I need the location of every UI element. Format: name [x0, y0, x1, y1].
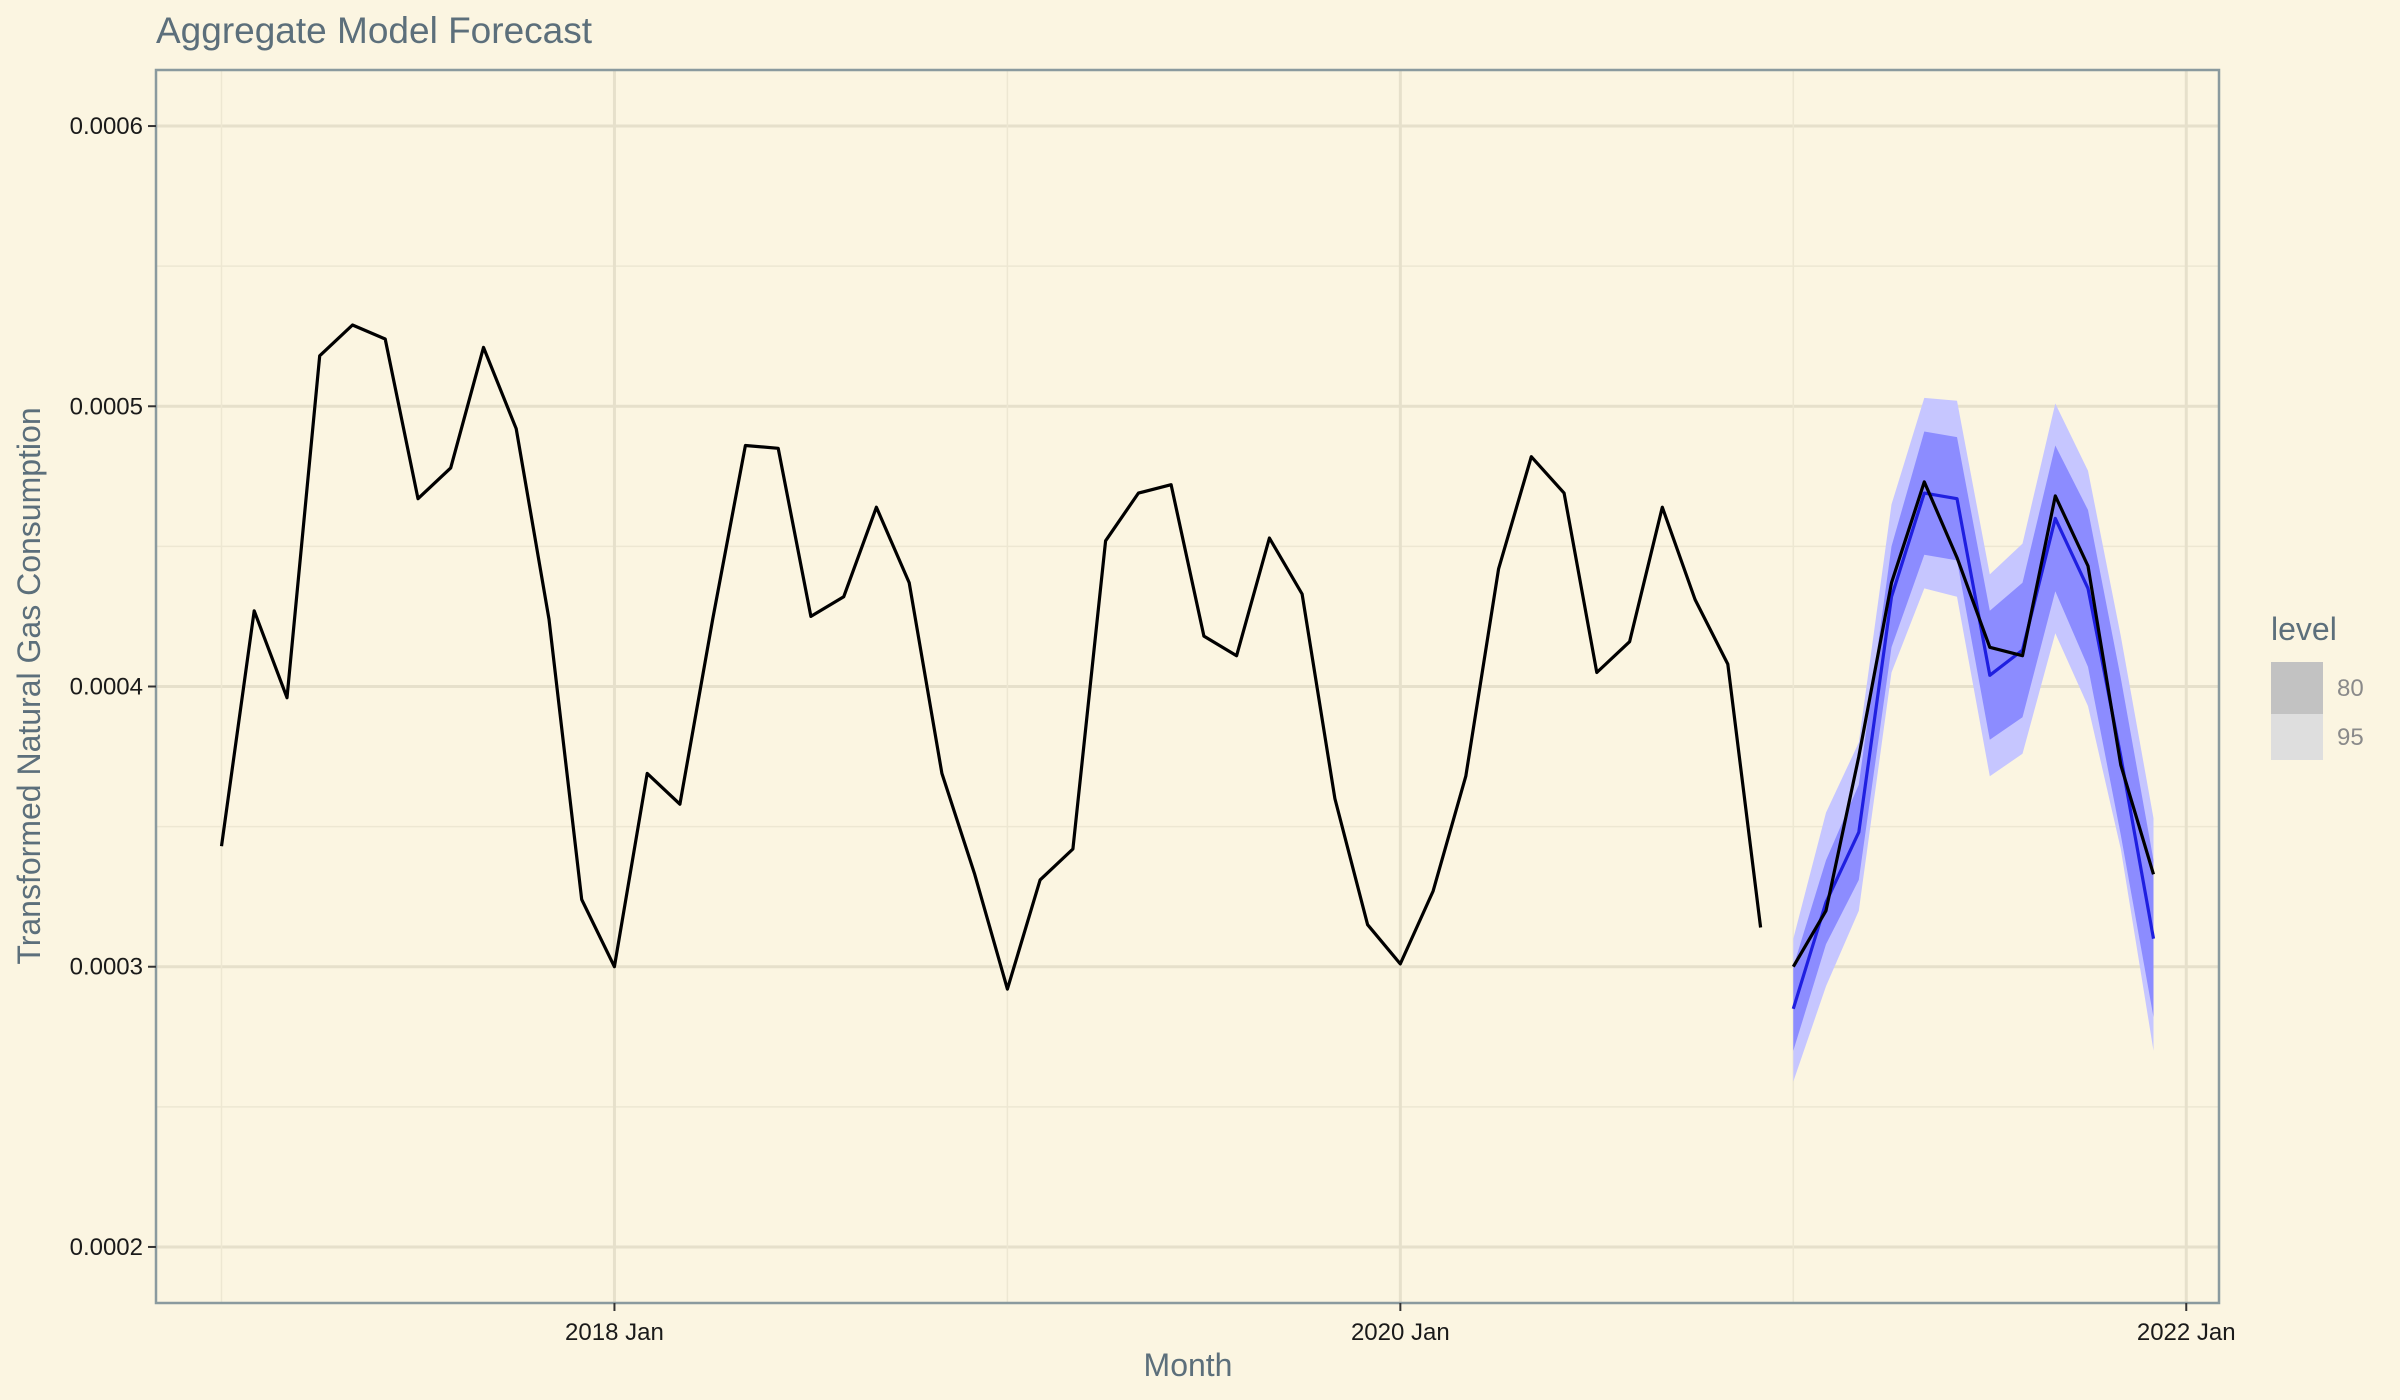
x-tick-label: 2018 Jan	[565, 1319, 664, 1346]
forecast-interval-80	[1793, 431, 2154, 1051]
y-tick-label: 0.0002	[70, 1234, 143, 1261]
legend-label-95: 95	[2337, 724, 2364, 751]
y-tick-label: 0.0005	[70, 393, 143, 420]
forecast-series-line	[1791, 491, 2156, 1010]
interval-80-band	[1793, 431, 2154, 1051]
y-axis-ticks: 0.0002 0.0003 0.0004 0.0005 0.0006	[70, 113, 156, 1261]
x-tick-label: 2022 Jan	[2137, 1319, 2236, 1346]
legend-key-95	[2271, 714, 2323, 760]
y-tick-label: 0.0003	[70, 954, 143, 981]
legend: level 80 95	[2271, 611, 2364, 760]
observed-series-line	[219, 323, 1763, 991]
legend-key-80	[2271, 662, 2323, 714]
legend-title: level	[2271, 611, 2337, 647]
series-lines	[219, 323, 2156, 1010]
y-tick-label: 0.0004	[70, 674, 143, 701]
actual-series-line	[1791, 480, 2156, 968]
x-axis-title: Month	[1144, 1347, 1233, 1383]
y-axis-title: Transformed Natural Gas Consumption	[11, 407, 47, 964]
x-tick-label: 2020 Jan	[1351, 1319, 1450, 1346]
legend-label-80: 80	[2337, 675, 2364, 702]
gridlines	[156, 70, 2219, 1303]
x-axis-ticks: 2018 Jan 2020 Jan 2022 Jan	[565, 1303, 2236, 1346]
y-tick-label: 0.0006	[70, 113, 143, 140]
chart-title: Aggregate Model Forecast	[156, 10, 593, 51]
